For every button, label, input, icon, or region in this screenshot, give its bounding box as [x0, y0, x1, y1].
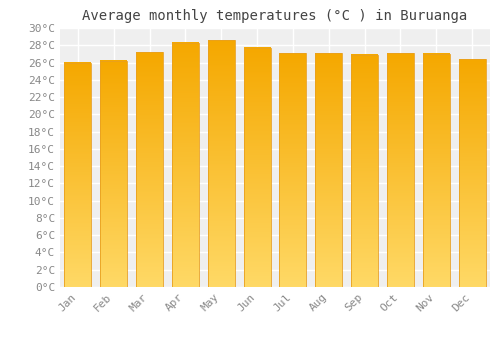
Bar: [64, 63, 92, 287]
Bar: [423, 54, 450, 287]
Bar: [387, 53, 414, 287]
Bar: [316, 53, 342, 287]
Bar: [280, 53, 306, 287]
Bar: [351, 55, 378, 287]
Bar: [244, 48, 270, 287]
Bar: [458, 59, 485, 287]
Bar: [172, 43, 199, 287]
Title: Average monthly temperatures (°C ) in Buruanga: Average monthly temperatures (°C ) in Bu…: [82, 9, 468, 23]
Bar: [136, 52, 163, 287]
Bar: [208, 40, 234, 287]
Bar: [100, 61, 127, 287]
